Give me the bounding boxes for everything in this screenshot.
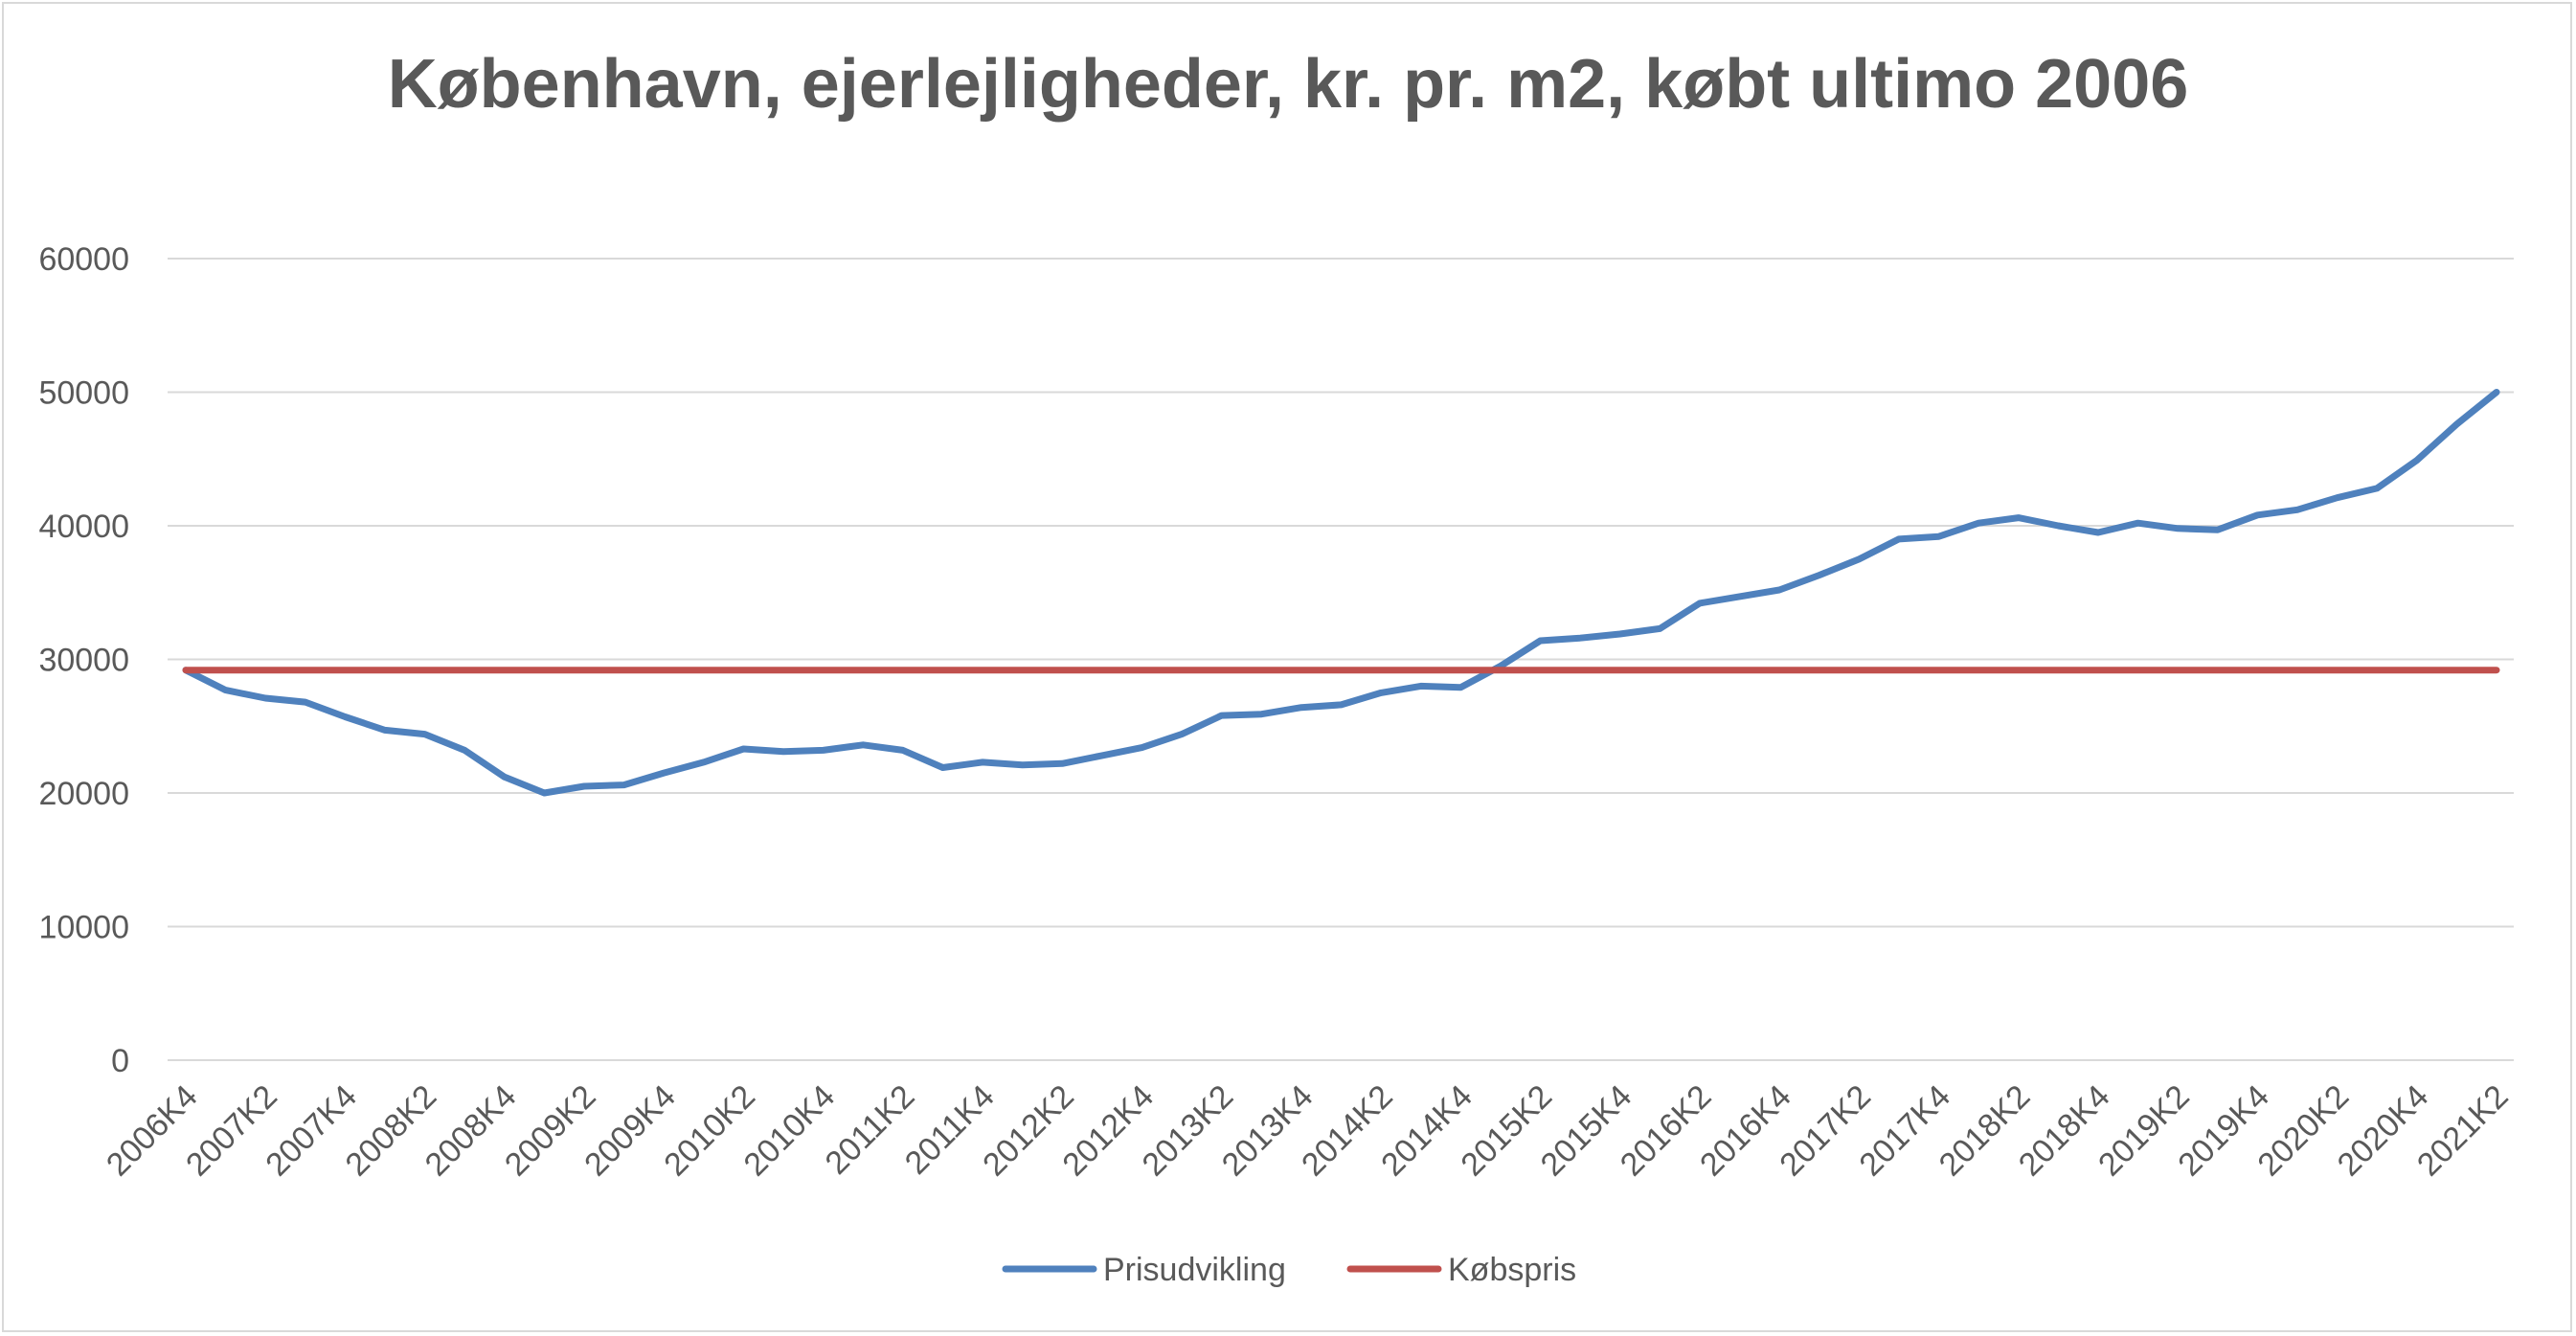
x-tick-label: 2010K4 — [737, 1078, 843, 1184]
x-axis-ticks: 2006K42007K22007K42008K22008K42009K22009… — [100, 1078, 2516, 1184]
series-lines — [182, 389, 2500, 797]
y-tick-label: 50000 — [38, 375, 129, 412]
chart-title: København, ejerlejligheder, kr. pr. m2, … — [388, 46, 2189, 123]
y-tick-label: 40000 — [38, 509, 129, 545]
legend: Prisudvikling Købspris — [1002, 1252, 1576, 1288]
x-tick-label: 2021K2 — [2410, 1078, 2516, 1184]
y-tick-label: 20000 — [38, 776, 129, 812]
y-tick-label: 0 — [111, 1043, 129, 1079]
series-line-prisudvikling — [182, 389, 2500, 797]
y-tick-label: 10000 — [38, 910, 129, 946]
gridlines — [168, 258, 2514, 1061]
y-axis-ticks: 0 10000 20000 30000 40000 50000 60000 — [38, 241, 129, 1079]
legend-label: Købspris — [1448, 1252, 1576, 1288]
x-tick-label: 2011K2 — [819, 1078, 922, 1182]
y-tick-label: 60000 — [38, 241, 129, 278]
y-tick-label: 30000 — [38, 643, 129, 679]
legend-label: Prisudvikling — [1103, 1252, 1286, 1288]
